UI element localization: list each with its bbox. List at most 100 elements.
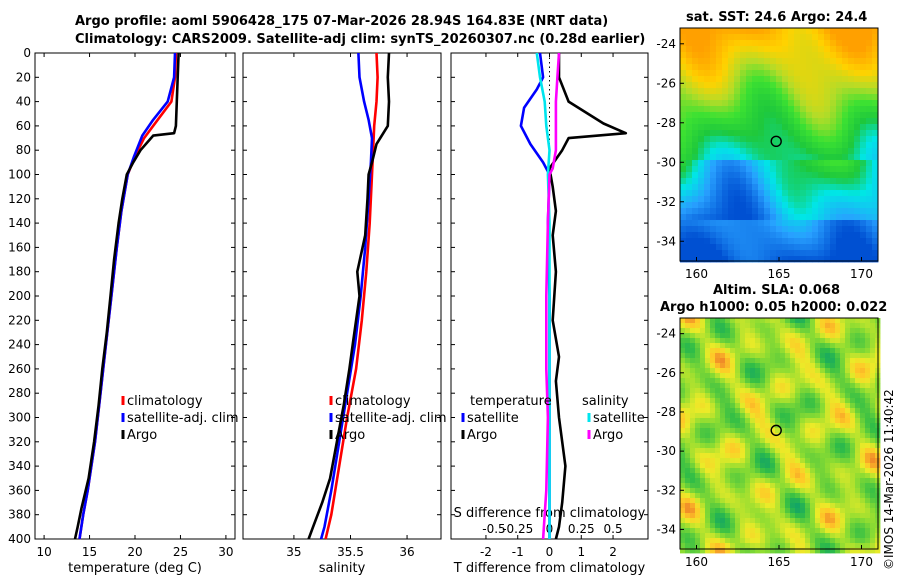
map-cell xyxy=(695,423,701,429)
map-cell xyxy=(855,383,861,389)
map-cell xyxy=(860,338,866,344)
map-cell xyxy=(842,148,849,155)
map-cell xyxy=(872,124,879,131)
map-cell xyxy=(810,443,816,449)
map-cell xyxy=(788,58,795,65)
argo-float-marker xyxy=(770,135,782,148)
map-cell xyxy=(716,244,723,251)
map-cell xyxy=(760,353,766,359)
map-cell xyxy=(758,238,765,245)
map-cell xyxy=(710,528,716,534)
map-cell xyxy=(840,333,846,339)
map-cell xyxy=(770,178,777,185)
map-cell xyxy=(866,76,873,83)
map-cell xyxy=(806,118,813,125)
map-cell xyxy=(830,323,836,329)
map-cell xyxy=(775,478,781,484)
map-cell xyxy=(755,328,761,334)
map-cell xyxy=(752,172,759,179)
map-y-tick-label: -32 xyxy=(656,195,676,209)
map-cell xyxy=(865,483,871,489)
map-cell xyxy=(776,154,783,161)
map-cell xyxy=(752,166,759,173)
map-cell xyxy=(765,373,771,379)
map-cell xyxy=(805,368,811,374)
map-cell xyxy=(830,70,837,77)
map-cell xyxy=(815,373,821,379)
map-cell xyxy=(782,250,789,257)
map-cell xyxy=(685,483,691,489)
map-cell xyxy=(866,34,873,41)
map-cell xyxy=(776,28,783,35)
map-cell xyxy=(854,214,861,221)
map-cell xyxy=(872,136,879,143)
map-cell xyxy=(720,483,726,489)
map-cell xyxy=(695,453,701,459)
map-cell xyxy=(716,172,723,179)
map-cell xyxy=(780,428,786,434)
map-cell xyxy=(815,438,821,444)
map-cell xyxy=(850,343,856,349)
map-cell xyxy=(680,363,686,369)
map-cell xyxy=(854,148,861,155)
map-cell xyxy=(780,498,786,504)
map-cell xyxy=(750,438,756,444)
map-cell xyxy=(836,244,843,251)
map-cell xyxy=(845,458,851,464)
map-cell xyxy=(730,463,736,469)
map-cell xyxy=(842,100,849,107)
map-cell xyxy=(715,358,721,364)
map-cell xyxy=(866,178,873,185)
map-cell xyxy=(700,318,706,324)
map-y-tick-label: -26 xyxy=(656,366,676,380)
map-cell xyxy=(690,398,696,404)
map-cell xyxy=(740,238,747,245)
map-cell xyxy=(820,393,826,399)
legend-label: satellite-adj. clim xyxy=(127,411,239,426)
map-cell xyxy=(722,46,729,53)
map-cell xyxy=(745,463,751,469)
map-cell xyxy=(830,353,836,359)
map-cell xyxy=(715,428,721,434)
map-cell xyxy=(710,202,717,209)
map-cell xyxy=(770,388,776,394)
map-cell xyxy=(705,513,711,519)
map-cell xyxy=(800,528,806,534)
map-cell xyxy=(770,76,777,83)
map-cell xyxy=(740,70,747,77)
map-cell xyxy=(680,58,687,65)
map-cell xyxy=(722,28,729,35)
map-cell xyxy=(728,148,735,155)
map-cell xyxy=(715,513,721,519)
map-cell xyxy=(770,398,776,404)
map-cell xyxy=(690,323,696,329)
map-cell xyxy=(815,478,821,484)
map-cell xyxy=(710,488,716,494)
map-cell xyxy=(855,388,861,394)
map-cell xyxy=(710,508,716,514)
map-cell xyxy=(746,172,753,179)
map-cell xyxy=(780,338,786,344)
map-cell xyxy=(795,448,801,454)
map-cell xyxy=(825,318,831,324)
map-cell xyxy=(850,438,856,444)
map-cell xyxy=(815,518,821,524)
map-cell xyxy=(716,160,723,167)
map-cell xyxy=(705,403,711,409)
map-cell xyxy=(845,368,851,374)
map-cell xyxy=(710,70,717,77)
map-cell xyxy=(740,403,746,409)
map-cell xyxy=(764,28,771,35)
map-cell xyxy=(825,523,831,529)
map-cell xyxy=(788,88,795,95)
map-cell xyxy=(700,468,706,474)
map-cell xyxy=(685,478,691,484)
map-cell xyxy=(795,438,801,444)
map-cell xyxy=(782,76,789,83)
map-cell xyxy=(680,368,686,374)
map-cell xyxy=(855,353,861,359)
map-cell xyxy=(698,244,705,251)
map-cell xyxy=(790,408,796,414)
map-cell xyxy=(848,76,855,83)
map-cell xyxy=(800,64,807,71)
